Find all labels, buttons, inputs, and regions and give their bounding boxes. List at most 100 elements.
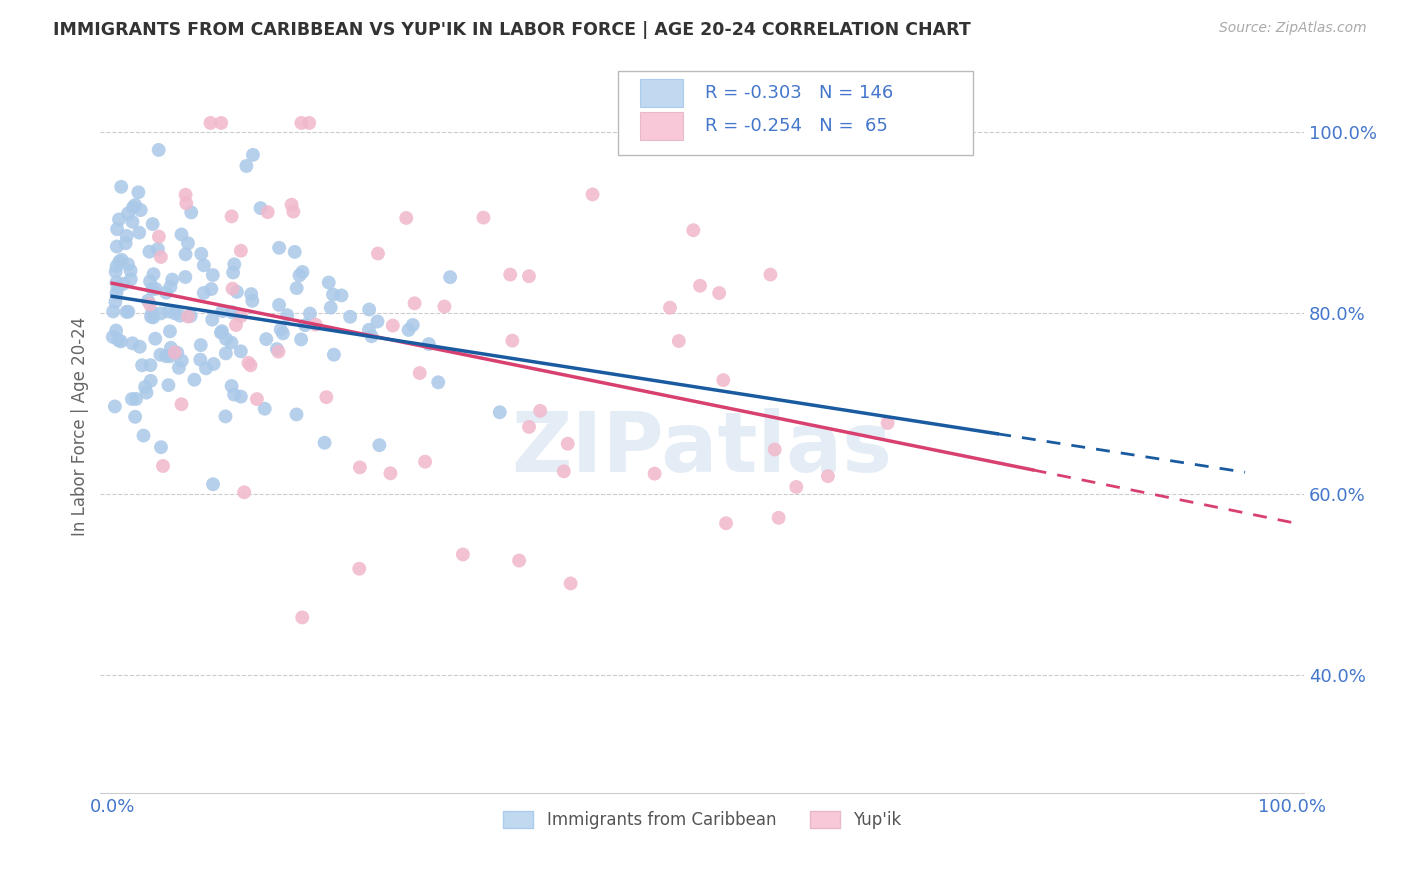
Point [174,247,197,261]
Point [517,269,540,284]
Point [177,310,200,324]
Bar [640,112,683,140]
Legend: Immigrants from Caribbean, Yup'ik: Immigrants from Caribbean, Yup'ik [496,804,908,836]
Point [200,282,222,296]
Point [319,301,342,315]
Point [188,352,211,367]
Point [124,198,146,212]
Point [366,314,388,328]
Point [517,420,540,434]
Point [150,440,173,454]
Point [160,272,183,286]
Point [104,265,127,279]
Point [305,318,328,332]
Point [101,330,124,344]
Point [711,373,734,387]
Point [157,378,180,392]
Point [127,186,149,200]
Point [322,287,344,301]
Point [149,250,172,264]
Point [439,270,461,285]
Point [314,435,336,450]
Point [499,268,522,282]
Point [108,254,131,268]
Point [359,302,381,317]
Point [291,265,314,279]
Point [117,206,139,220]
Point [290,116,312,130]
Point [229,390,252,404]
Point [107,280,129,294]
Point [360,329,382,343]
Point [221,335,243,350]
Point [170,397,193,411]
Point [120,263,142,277]
Point [115,305,138,319]
Point [209,326,232,340]
Point [114,236,136,251]
Point [145,282,167,296]
Point [238,356,260,370]
Point [349,460,371,475]
Point [117,305,139,319]
Point [135,385,157,400]
Point [270,322,292,336]
Point [215,332,238,346]
Point [148,229,170,244]
Point [409,366,432,380]
Point [560,576,582,591]
Point [368,438,391,452]
Point [280,198,302,212]
Point [155,285,177,300]
Point [132,428,155,442]
Point [229,309,252,323]
Point [249,201,271,215]
Point [105,259,128,273]
Point [785,480,807,494]
Point [177,236,200,251]
Point [104,400,127,414]
Point [155,349,177,363]
Point [128,340,150,354]
Point [160,341,183,355]
Point [315,390,337,404]
Point [759,268,782,282]
Point [142,217,165,231]
Point [427,376,450,390]
Point [149,306,172,320]
Point [201,268,224,282]
Point [381,318,404,333]
Point [398,323,420,337]
Point [285,281,308,295]
Point [201,312,224,326]
Point [222,265,245,279]
Point [240,287,263,301]
Point [193,258,215,272]
Point [180,205,202,219]
Point [763,442,786,457]
Point [104,294,127,309]
Point [253,401,276,416]
Point [322,348,344,362]
Point [139,297,162,311]
Point [291,610,314,624]
Point [318,276,340,290]
Point [163,345,186,359]
Point [183,373,205,387]
Point [229,344,252,359]
Point [105,239,128,253]
Point [193,285,215,300]
Point [659,301,682,315]
Point [121,392,143,406]
Point [120,272,142,286]
Point [139,310,162,324]
Point [267,298,290,312]
Point [209,116,232,130]
Point [149,348,172,362]
Point [146,242,169,256]
Point [180,309,202,323]
Point [157,304,180,318]
Point [142,267,165,281]
Point [139,374,162,388]
Point [339,310,361,324]
